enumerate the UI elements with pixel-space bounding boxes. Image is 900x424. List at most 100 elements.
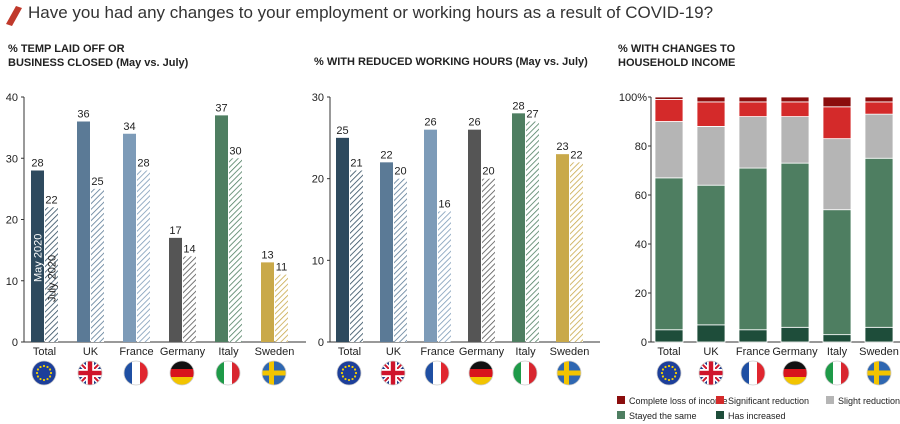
segment-italy-complete-loss-of-income [822,96,852,108]
y-tick-label: 0 [641,337,647,349]
segment-france-has-increased [738,329,768,343]
category-label: Sweden [859,346,899,358]
eu-flag-icon [656,360,682,386]
panel3-title-line1: % WITH CHANGES TO [618,43,736,55]
data-label: 28 [31,158,43,170]
category-label: UK [83,346,99,358]
bar-total-s1 [31,170,44,342]
bar-italy-s1 [215,115,228,342]
segment-france-significant-reduction [738,101,768,118]
panel3-chart: 0 20 40 60 80 100% Total UK France Germany Italy Sw… [617,92,900,421]
bar-italy-s2 [526,121,539,342]
segment-germany-stayed-the-same [780,162,810,328]
data-label: 28 [512,100,524,112]
legend-item: Slight reduction [838,396,900,406]
category-label: Total [33,346,56,358]
y-tick-label: 60 [635,190,647,202]
data-label: 26 [468,117,480,129]
germany-flag-icon [468,360,494,386]
category-label: France [736,346,770,358]
legend-item: Significant reduction [728,396,809,406]
data-label: 22 [570,149,582,161]
segment-uk-complete-loss-of-income [696,96,726,103]
segment-uk-significant-reduction [696,101,726,127]
bar-total-s2 [350,170,363,342]
data-label: 21 [350,158,362,170]
y-tick-label: 40 [635,239,647,251]
segment-germany-has-increased [780,326,810,343]
data-label: 22 [45,194,57,206]
bar-germany-s2 [183,256,196,342]
italy-flag-icon [215,360,241,386]
y-tick-label: 20 [6,215,18,227]
category-label: Italy [515,346,536,358]
category-label: Germany [160,346,206,358]
sweden-flag-icon [556,360,582,386]
germany-flag-icon [169,360,195,386]
segment-germany-complete-loss-of-income [780,96,810,103]
y-tick-label: 0 [12,337,18,349]
bar-france-s1 [424,129,437,342]
y-tick-label: 10 [312,255,324,267]
legend-item: Stayed the same [629,411,697,421]
panel1-title-line2: BUSINESS CLOSED (May vs. July) [8,57,189,69]
data-label: 20 [482,166,494,178]
bar-uk-s1 [77,121,90,342]
segment-sweden-complete-loss-of-income [864,96,894,103]
bar-sweden-s1 [261,262,274,342]
category-label: Total [657,346,680,358]
category-label: UK [386,346,402,358]
category-label: Sweden [255,346,295,358]
legend-swatch [617,411,625,419]
legend-swatch [716,396,724,404]
y-tick-label: 100% [619,92,647,104]
data-label: 28 [137,158,149,170]
bar-uk-s2 [394,178,407,342]
segment-france-slight-reduction [738,116,768,169]
segment-uk-has-increased [696,324,726,343]
data-label: 27 [526,109,538,121]
segment-sweden-has-increased [864,326,894,343]
germany-flag-icon [782,360,808,386]
legend-swatch [716,411,724,419]
category-label: France [119,346,153,358]
data-label: 22 [380,149,392,161]
segment-italy-significant-reduction [822,106,852,140]
category-label: Germany [772,346,818,358]
segment-italy-has-increased [822,334,852,343]
segment-france-stayed-the-same [738,167,768,331]
bar-italy-s2 [229,158,242,342]
legend-item: Has increased [728,411,786,421]
y-tick-label: 20 [312,174,324,186]
segment-total-complete-loss-of-income [654,96,684,100]
segment-uk-stayed-the-same [696,184,726,326]
data-label: 36 [77,109,89,121]
page-title: Have you had any changes to your employm… [28,3,714,22]
data-label: 25 [91,176,103,188]
category-label: Italy [827,346,848,358]
y-tick-label: 30 [6,153,18,165]
bar-france-s2 [137,170,150,342]
y-tick-label: 20 [635,288,647,300]
panel3-title: % WITH CHANGES TO HOUSEHOLD INCOME [618,42,735,70]
category-label: Italy [218,346,239,358]
segment-sweden-stayed-the-same [864,157,894,328]
bar-total-s2 [45,207,58,342]
uk-flag-icon [698,360,724,386]
segment-sweden-significant-reduction [864,101,894,115]
y-tick-label: 30 [312,92,324,104]
france-flag-icon [123,360,149,386]
bar-sweden-s2 [570,162,583,342]
bar-italy-s1 [512,113,525,342]
data-label: 34 [123,121,135,133]
legend-item: Complete loss of income [629,396,728,406]
category-label: Sweden [550,346,590,358]
data-label: 17 [169,225,181,237]
category-label: Total [338,346,361,358]
y-tick-label: 40 [6,92,18,104]
data-label: 23 [556,141,568,153]
segment-france-complete-loss-of-income [738,96,768,103]
y-tick-label: 0 [318,337,324,349]
